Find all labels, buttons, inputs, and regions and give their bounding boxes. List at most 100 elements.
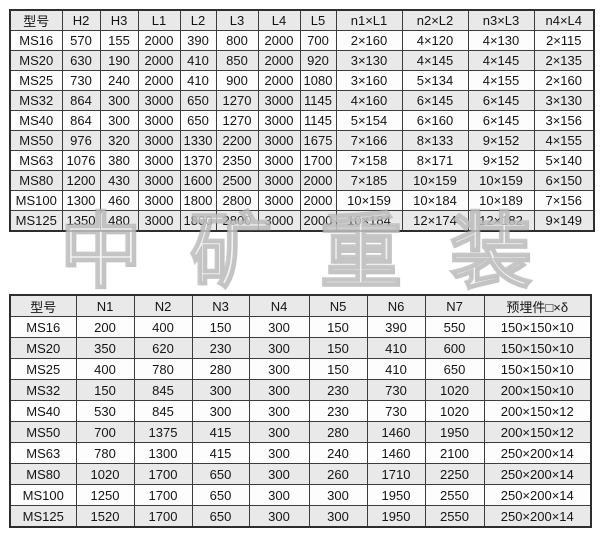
table-row: MS125 1520 1700 650 300 300 1950 2550 250×200×14 (9, 505, 592, 528)
table-cell: 7×156 (533, 190, 595, 211)
table-row: MS40 864 300 3000 650 1270 3000 1145 5×154 6×160 6… (9, 110, 595, 131)
column-header: 型号 (9, 9, 63, 31)
table-cell: 650 (191, 484, 250, 506)
table-row: MS100 1300 460 3000 1800 2800 3000 2000 10×159 10… (9, 190, 595, 211)
table-cell: 7×185 (335, 170, 403, 191)
table-row: MS80 1200 430 3000 1600 2500 3000 2000 7×185 10×1… (9, 170, 595, 191)
table-cell: 1330 (179, 130, 217, 151)
table-cell: 8×133 (401, 130, 469, 151)
table-row: MS125 1350 480 3000 1800 2800 3000 2000 10×184 12… (9, 210, 595, 232)
table-cell: 2×115 (533, 30, 595, 51)
table-cell: 8×171 (401, 150, 469, 171)
table-cell: 730 (366, 400, 426, 422)
model-cell: MS80 (9, 463, 77, 485)
table-cell: 300 (248, 442, 310, 464)
table-cell: 4×155 (467, 70, 535, 91)
table-cell: 390 (366, 316, 426, 338)
table-cell: 3×156 (533, 110, 595, 131)
model-cell: MS25 (9, 70, 63, 91)
table-cell: 850 (215, 50, 259, 71)
table-cell: 650 (424, 358, 485, 380)
table-cell: 10×184 (335, 210, 403, 232)
table-cell: 730 (366, 379, 426, 401)
table-cell: 300 (248, 463, 310, 485)
table-cell: 4×145 (401, 50, 469, 71)
column-header: H3 (99, 9, 139, 31)
column-header: N7 (424, 294, 485, 317)
column-header: L2 (179, 9, 217, 31)
table-row: MS50 976 320 3000 1330 2200 3000 1675 7×166 8×133… (9, 130, 595, 151)
table-cell: 3000 (257, 210, 301, 232)
table-cell: 300 (99, 110, 139, 131)
table-cell: 1300 (133, 442, 193, 464)
table-cell: 3000 (137, 170, 181, 191)
model-cell: MS100 (9, 484, 77, 506)
table-cell: 150×150×10 (483, 337, 592, 359)
table-cell: 2000 (299, 210, 337, 232)
model-cell: MS20 (9, 337, 77, 359)
table-cell: 10×189 (467, 190, 535, 211)
table-cell: 2000 (257, 30, 301, 51)
table-cell: 9×152 (467, 150, 535, 171)
table-cell: 12×182 (467, 210, 535, 232)
table-cell: 1950 (366, 505, 426, 528)
table-cell: 2000 (257, 50, 301, 71)
table-cell: 2×160 (533, 70, 595, 91)
table-row: MS63 780 1300 415 300 240 1460 2100 250×200×14 (9, 442, 592, 464)
table-cell: 1460 (366, 442, 426, 464)
table-cell: 150 (75, 379, 135, 401)
table-cell: 1370 (179, 150, 217, 171)
table-cell: 920 (299, 50, 337, 71)
table-cell: 300 (248, 358, 310, 380)
table-cell: 2×160 (335, 30, 403, 51)
table-cell: 300 (99, 90, 139, 111)
model-cell: MS40 (9, 400, 77, 422)
table-cell: 730 (61, 70, 101, 91)
table-row: MS40 530 845 300 300 230 730 1020 200×150×12 (9, 400, 592, 422)
table-cell: 320 (99, 130, 139, 151)
table-cell: 6×160 (401, 110, 469, 131)
table-cell: 6×150 (533, 170, 595, 191)
table-cell: 250×200×14 (483, 484, 592, 506)
table-cell: 7×158 (335, 150, 403, 171)
table-cell: 3000 (137, 150, 181, 171)
table-cell: 200×150×10 (483, 379, 592, 401)
table-cell: 700 (299, 30, 337, 51)
table-cell: 570 (61, 30, 101, 51)
table-cell: 650 (179, 90, 217, 111)
table-cell: 150 (308, 337, 368, 359)
table-cell: 1700 (133, 484, 193, 506)
table-cell: 1600 (179, 170, 217, 191)
table-cell: 150 (308, 358, 368, 380)
table-cell: 10×159 (467, 170, 535, 191)
table-cell: 845 (133, 379, 193, 401)
table-cell: 800 (215, 30, 259, 51)
column-header: n4×L4 (533, 9, 595, 31)
table-cell: 300 (248, 505, 310, 528)
table-cell: 150 (191, 316, 250, 338)
table-cell: 10×159 (335, 190, 403, 211)
model-cell: MS16 (9, 316, 77, 338)
table-cell: 5×140 (533, 150, 595, 171)
table-cell: 1350 (61, 210, 101, 232)
table-cell: 240 (308, 442, 368, 464)
table-cell: 3000 (137, 210, 181, 232)
table-cell: 410 (366, 358, 426, 380)
column-header: N4 (248, 294, 310, 317)
table-cell: 2000 (137, 50, 181, 71)
table-cell: 300 (248, 337, 310, 359)
table-cell: 1020 (75, 463, 135, 485)
table-cell: 2000 (137, 70, 181, 91)
table-cell: 250×200×14 (483, 442, 592, 464)
foundation-spec-table: 型号 N1 N2 N3 N4 N5 N6 N7 预埋件□×δ MS16 200 400 150 300 15… (9, 294, 592, 528)
table-cell: 1710 (366, 463, 426, 485)
table-cell: 5×134 (401, 70, 469, 91)
model-cell: MS63 (9, 442, 77, 464)
table-cell: 650 (191, 505, 250, 528)
table-row: MS50 700 1375 415 300 280 1460 1950 200×150×12 (9, 421, 592, 443)
table-cell: 4×145 (467, 50, 535, 71)
table-cell: 1460 (366, 421, 426, 443)
table-cell: 864 (61, 110, 101, 131)
table-cell: 1700 (299, 150, 337, 171)
header-row: 型号 N1 N2 N3 N4 N5 N6 N7 预埋件□×δ (9, 294, 592, 317)
